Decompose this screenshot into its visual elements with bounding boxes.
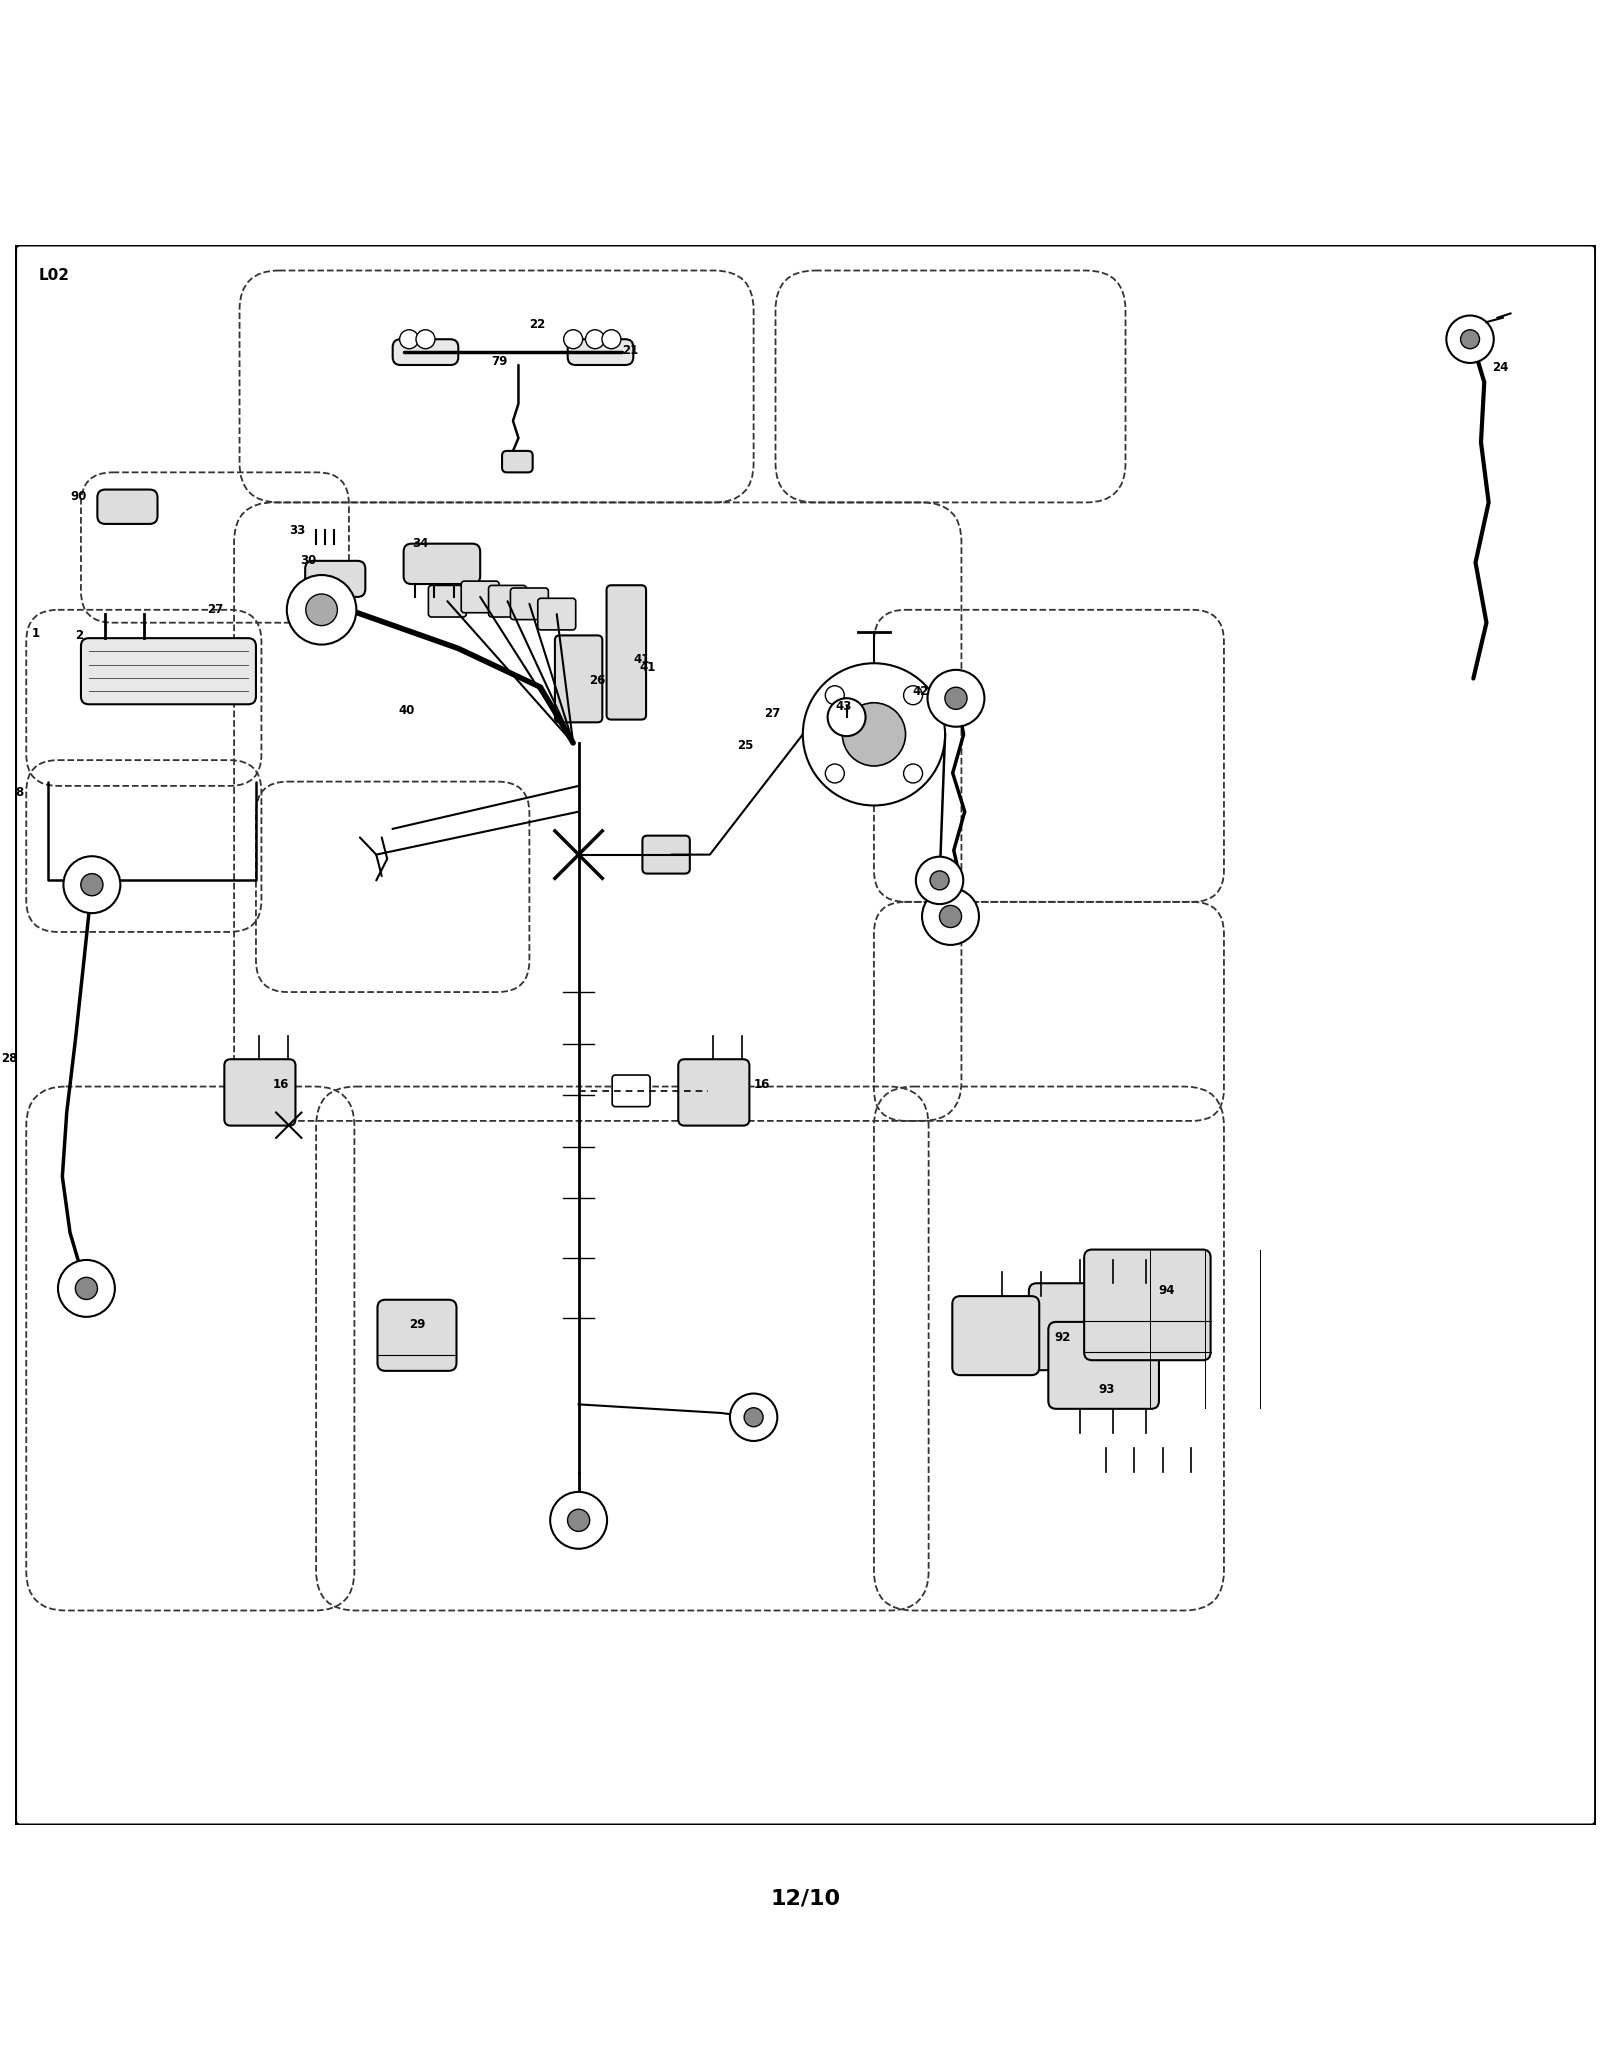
Text: 28: 28 <box>2 1052 18 1066</box>
Text: 33: 33 <box>288 524 306 536</box>
Text: 41: 41 <box>640 660 656 675</box>
FancyBboxPatch shape <box>538 598 576 629</box>
FancyBboxPatch shape <box>429 586 466 617</box>
FancyBboxPatch shape <box>461 582 499 613</box>
FancyBboxPatch shape <box>606 586 646 720</box>
FancyBboxPatch shape <box>82 638 256 704</box>
Circle shape <box>946 687 966 710</box>
Circle shape <box>904 685 923 704</box>
Text: 1: 1 <box>32 627 40 640</box>
FancyBboxPatch shape <box>224 1060 296 1126</box>
FancyBboxPatch shape <box>678 1060 749 1126</box>
Text: 40: 40 <box>398 704 414 718</box>
Circle shape <box>416 329 435 348</box>
Text: 2: 2 <box>75 629 83 642</box>
Circle shape <box>1446 315 1494 362</box>
Circle shape <box>568 1509 590 1532</box>
Circle shape <box>602 329 621 348</box>
Circle shape <box>82 874 102 896</box>
Text: 21: 21 <box>622 344 638 356</box>
Text: 8: 8 <box>16 787 24 799</box>
Circle shape <box>842 702 906 766</box>
Circle shape <box>827 698 866 737</box>
Circle shape <box>744 1408 763 1426</box>
Circle shape <box>826 764 845 782</box>
Circle shape <box>550 1492 606 1548</box>
Text: 41: 41 <box>634 652 650 667</box>
Text: 24: 24 <box>1491 360 1509 375</box>
FancyBboxPatch shape <box>502 451 533 472</box>
Circle shape <box>286 575 357 644</box>
Circle shape <box>75 1277 98 1300</box>
Circle shape <box>563 329 582 348</box>
FancyBboxPatch shape <box>568 339 634 364</box>
Circle shape <box>922 888 979 944</box>
Text: 92: 92 <box>1054 1331 1070 1343</box>
Text: 29: 29 <box>410 1319 426 1331</box>
Circle shape <box>306 594 338 625</box>
Circle shape <box>928 671 984 727</box>
Text: 22: 22 <box>530 319 546 331</box>
Circle shape <box>730 1393 778 1441</box>
FancyBboxPatch shape <box>378 1300 456 1370</box>
FancyBboxPatch shape <box>510 588 549 619</box>
FancyBboxPatch shape <box>488 586 526 617</box>
Text: 90: 90 <box>70 489 86 503</box>
FancyBboxPatch shape <box>98 489 157 524</box>
Text: 16: 16 <box>754 1078 770 1091</box>
Circle shape <box>64 857 120 913</box>
Text: L02: L02 <box>38 269 70 284</box>
Circle shape <box>58 1261 115 1317</box>
Text: 26: 26 <box>589 675 606 687</box>
FancyBboxPatch shape <box>306 561 365 596</box>
FancyBboxPatch shape <box>613 1074 650 1107</box>
FancyBboxPatch shape <box>1029 1283 1131 1370</box>
FancyBboxPatch shape <box>403 544 480 584</box>
Text: 42: 42 <box>912 685 928 698</box>
Text: 34: 34 <box>413 536 429 551</box>
Circle shape <box>930 871 949 890</box>
FancyBboxPatch shape <box>555 635 602 722</box>
Text: 12/10: 12/10 <box>771 1888 840 1909</box>
Circle shape <box>904 764 923 782</box>
Circle shape <box>400 329 419 348</box>
Text: 27: 27 <box>206 602 222 617</box>
Text: 79: 79 <box>491 354 507 368</box>
Text: 43: 43 <box>835 700 853 712</box>
Text: 25: 25 <box>738 739 754 751</box>
Text: 16: 16 <box>272 1078 288 1091</box>
Circle shape <box>586 329 605 348</box>
Text: 94: 94 <box>1158 1283 1174 1298</box>
FancyBboxPatch shape <box>392 339 458 364</box>
Text: 27: 27 <box>765 706 781 720</box>
Text: 30: 30 <box>299 555 315 567</box>
Circle shape <box>826 685 845 704</box>
FancyBboxPatch shape <box>643 836 690 874</box>
Text: 93: 93 <box>1098 1383 1115 1395</box>
FancyBboxPatch shape <box>1048 1323 1158 1410</box>
FancyBboxPatch shape <box>952 1296 1040 1374</box>
Circle shape <box>939 905 962 927</box>
Circle shape <box>1461 329 1480 348</box>
FancyBboxPatch shape <box>1085 1250 1211 1360</box>
Circle shape <box>915 857 963 905</box>
Circle shape <box>803 662 946 805</box>
